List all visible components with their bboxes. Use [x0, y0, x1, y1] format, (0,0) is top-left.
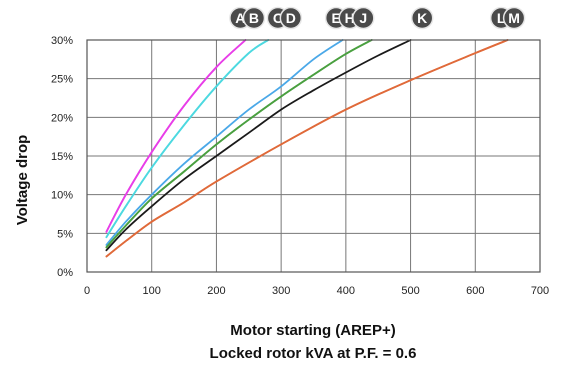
y-tick-label: 30% [51, 35, 73, 47]
badge-j: J [352, 6, 375, 30]
badge-circle [279, 6, 303, 30]
x-tick-label: 400 [337, 285, 355, 297]
y-tick-labels: 0% 5% 10% 15% 20% 25% 30% [51, 35, 73, 279]
y-axis-title: Voltage drop [14, 135, 31, 226]
plot-area [86, 39, 541, 273]
badge-circle [502, 6, 526, 30]
badge-label: D [286, 10, 296, 26]
badge-label: H [345, 10, 355, 26]
badge-circle [410, 6, 434, 30]
series-line-d [105, 39, 270, 239]
x-tick-labels: 0 100 200 300 400 500 600 700 [84, 285, 549, 297]
y-tick-label: 25% [51, 74, 73, 86]
x-tick-label: 200 [207, 285, 225, 297]
series-line-b [105, 39, 247, 233]
badge-k: K [410, 6, 434, 30]
x-tick-label: 700 [531, 285, 549, 297]
badge-m: M [502, 6, 526, 30]
badge-label: E [331, 10, 340, 26]
x-axis-title-line-2: Locked rotor kVA at P.F. = 0.6 [210, 345, 417, 362]
y-tick-label: 5% [57, 228, 73, 240]
badge-label: A [235, 10, 245, 26]
x-axis-title-line-1: Motor starting (AREP+) [230, 322, 395, 339]
x-tick-label: 600 [466, 285, 484, 297]
x-tick-label: 300 [272, 285, 290, 297]
badge-label: J [359, 10, 367, 26]
y-tick-label: 15% [51, 151, 73, 163]
plot-border [86, 39, 541, 273]
x-tick-label: 100 [143, 285, 161, 297]
badge-label: K [417, 10, 427, 26]
badge-label: C [273, 10, 283, 26]
badge-b: B [242, 6, 266, 30]
y-tick-label: 0% [57, 267, 73, 279]
series-line-e [105, 39, 344, 246]
y-tick-label: 20% [51, 112, 73, 124]
series-lines [105, 39, 509, 258]
y-tick-label: 10% [51, 190, 73, 202]
badge-label: L [497, 10, 506, 26]
series-line-j [105, 39, 373, 249]
x-tick-label: 500 [401, 285, 419, 297]
badge-label: M [508, 10, 520, 26]
badge-circle [242, 6, 266, 30]
series-line-m [105, 39, 509, 258]
series-line-k [105, 39, 412, 252]
badge-label: B [249, 10, 259, 26]
badge-d: D [279, 6, 303, 30]
x-tick-label: 0 [84, 285, 90, 297]
badge-circle [352, 6, 375, 30]
